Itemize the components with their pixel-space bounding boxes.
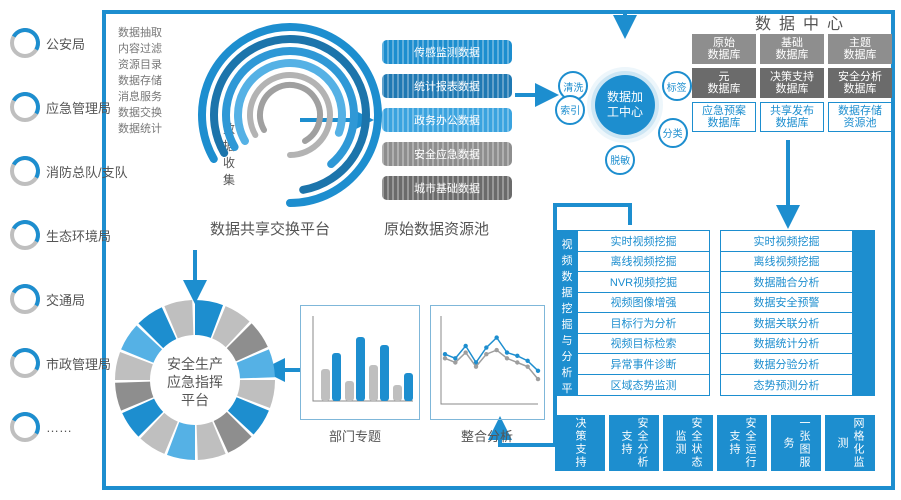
panel-row: NVR视频挖掘: [578, 272, 709, 293]
agency-item: 市政管理局: [10, 348, 111, 378]
datacenter-cell: 数据存储资源池: [828, 102, 892, 132]
panel-bigdata: 大数据挖掘与分析平台 实时视频挖掘离线视频挖掘数据融合分析数据安全预警数据关联分…: [720, 230, 875, 396]
agency-item: 公安局: [10, 28, 85, 58]
panel-bigdata-title: 大数据挖掘与分析平台: [855, 236, 871, 396]
datacenter-cell: 元数据库: [692, 68, 756, 98]
service-button: 安全运行支持: [717, 415, 767, 471]
bar-chart-box: [300, 305, 420, 420]
panel-row: 实时视频挖掘: [721, 231, 852, 252]
panel-row: 视频图像增强: [578, 293, 709, 314]
agency-item: 生态环境局: [10, 220, 111, 250]
datacenter-title: 数据中心: [755, 10, 851, 34]
agency-label: 应急管理局: [46, 98, 111, 117]
panel-row: 区域态势监测: [578, 375, 709, 396]
agency-item: 消防总队/支队: [10, 156, 128, 186]
panel-row: 离线视频挖掘: [578, 252, 709, 273]
agency-item: 应急管理局: [10, 92, 111, 122]
data-bar: 安全应急数据: [382, 142, 512, 166]
line-chart-title: 整合分析: [432, 426, 542, 445]
agency-ring-icon: [10, 348, 40, 378]
bars-title: 原始数据资源池: [384, 218, 489, 239]
agency-item: 交通局: [10, 284, 85, 314]
panel-row: 数据融合分析: [721, 272, 852, 293]
agency-label: ……: [46, 420, 72, 435]
data-bar: 政务办公数据: [382, 108, 512, 132]
panel-row: 态势预测分析: [721, 375, 852, 396]
data-bars: 传感监测数据统计报表数据政务办公数据安全应急数据城市基础数据: [382, 40, 512, 210]
hub-node: 分类: [658, 118, 688, 148]
panel-row: 数据分验分析: [721, 354, 852, 375]
datacenter-grid: 原始数据库基础数据库主题数据库元数据库决策支持数据库安全分析数据库应急预案数据库…: [692, 34, 892, 132]
datacenter-cell: 安全分析数据库: [828, 68, 892, 98]
agency-ring-icon: [10, 28, 40, 58]
line-chart-box: [430, 305, 545, 420]
agency-label: 市政管理局: [46, 354, 111, 373]
panel-video-title: 视频数据挖掘与分析平台: [559, 236, 575, 412]
data-bar: 城市基础数据: [382, 176, 512, 200]
service-buttons: 决策支持安全分析支持安全状态监测安全运行支持一张图服务网格化监测: [555, 415, 875, 471]
datacenter-cell: 应急预案数据库: [692, 102, 756, 132]
panel-row: 数据统计分析: [721, 334, 852, 355]
agency-label: 消防总队/支队: [46, 162, 128, 181]
datacenter-cell: 基础数据库: [760, 34, 824, 64]
datacenter-cell: 原始数据库: [692, 34, 756, 64]
panel-row: 视频目标检索: [578, 334, 709, 355]
datacenter-cell: 决策支持数据库: [760, 68, 824, 98]
service-button: 一张图服务: [771, 415, 821, 471]
service-button: 网格化监测: [825, 415, 875, 471]
service-button: 安全分析支持: [609, 415, 659, 471]
datacenter-cell: 共享发布数据库: [760, 102, 824, 132]
panel-row: 数据关联分析: [721, 313, 852, 334]
panel-row: 离线视频挖掘: [721, 252, 852, 273]
agency-ring-icon: [10, 92, 40, 122]
service-button: 决策支持: [555, 415, 605, 471]
agency-label: 公安局: [46, 34, 85, 53]
panel-video: 视频数据挖掘与分析平台 实时视频挖掘离线视频挖掘NVR视频挖掘视频图像增强目标行…: [555, 230, 710, 396]
hub-node: 索引: [555, 95, 585, 125]
datacenter-cell: 主题数据库: [828, 34, 892, 64]
donut-label: 安全生产应急指挥平台: [150, 355, 240, 409]
hub-center: 数据加工中心: [595, 75, 655, 135]
agency-ring-icon: [10, 412, 40, 442]
agency-label: 交通局: [46, 290, 85, 309]
hub-node: 脱敏: [605, 145, 635, 175]
panel-row: 实时视频挖掘: [578, 231, 709, 252]
agency-ring-icon: [10, 156, 40, 186]
processing-hub: 数据加工中心 清洗标签分类脱敏索引: [560, 40, 690, 170]
hub-node: 标签: [662, 71, 692, 101]
panel-row: 异常事件诊断: [578, 354, 709, 375]
agency-item: ……: [10, 412, 72, 442]
bar-chart-title: 部门专题: [300, 426, 410, 445]
radial-title: 数据共享交换平台: [210, 218, 330, 239]
radial-chart: [195, 20, 385, 210]
data-bar: 统计报表数据: [382, 74, 512, 98]
data-bar: 传感监测数据: [382, 40, 512, 64]
agency-ring-icon: [10, 284, 40, 314]
panel-row: 数据安全预警: [721, 293, 852, 314]
radial-sidelist: 数据抽取内容过滤资源目录数据存储消息服务数据交换数据统计: [118, 25, 162, 137]
service-button: 安全状态监测: [663, 415, 713, 471]
agency-ring-icon: [10, 220, 40, 250]
panel-row: 目标行为分析: [578, 313, 709, 334]
agency-label: 生态环境局: [46, 226, 111, 245]
